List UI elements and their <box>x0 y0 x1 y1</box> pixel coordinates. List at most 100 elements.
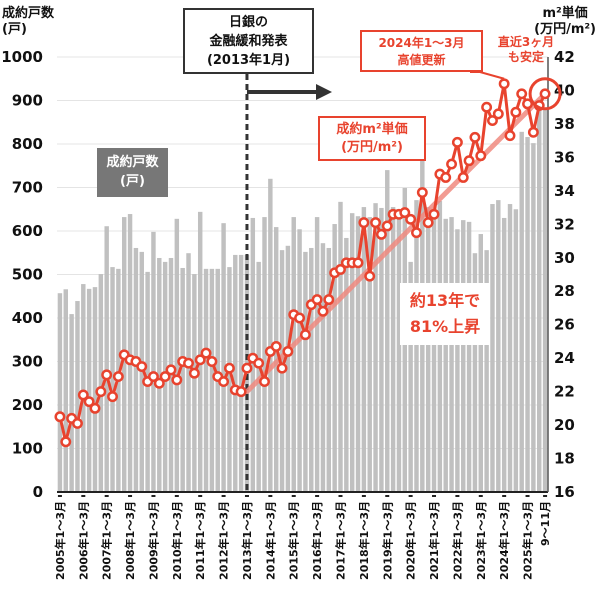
high-line1: 2024年1～3月 <box>378 36 465 50</box>
high-pointer <box>470 71 505 80</box>
bar <box>431 210 437 492</box>
price-point <box>183 357 194 369</box>
bar <box>466 221 472 493</box>
bar <box>309 247 314 492</box>
price-point <box>492 108 504 120</box>
price-point <box>469 131 481 143</box>
price-point <box>358 217 370 229</box>
bar <box>537 109 542 492</box>
bar <box>92 287 98 492</box>
bar <box>507 204 513 492</box>
x-tick-label: 2020年1～3月 <box>404 501 418 580</box>
bar <box>268 178 273 493</box>
price-point <box>218 376 230 388</box>
boj-line3: (2013年1月) <box>206 53 291 68</box>
recent-highlight-circle <box>528 77 562 111</box>
price-point <box>352 257 364 269</box>
price-point <box>89 402 101 414</box>
bar <box>472 253 478 492</box>
price-point <box>446 158 458 170</box>
recent-annotation: 直近3ヶ月 も安定 <box>486 35 566 65</box>
bar <box>98 274 104 492</box>
high-annotation: 2024年1～3月 高値更新 <box>360 30 483 72</box>
right-tick-label: 30 <box>554 249 575 267</box>
right-tick-label: 34 <box>554 182 575 200</box>
bar <box>390 207 396 492</box>
bar <box>81 284 86 492</box>
price-point <box>235 386 247 398</box>
price-point <box>159 371 171 383</box>
bar <box>57 293 63 492</box>
boj-line2: 金融緩和発表 <box>209 34 288 49</box>
right-axis-title-line1: m²単価 <box>542 6 588 21</box>
right-tick-label: 36 <box>554 148 575 166</box>
bar <box>367 217 372 492</box>
price-point <box>487 115 498 127</box>
trend-line <box>244 91 548 395</box>
x-tick-label: 9～11月 <box>539 501 552 546</box>
left-axis-title: 成約戸数 (戸) <box>2 6 54 38</box>
x-tick-label: 2024年1～3月 <box>497 501 511 580</box>
price-point <box>107 391 118 403</box>
high-line2: 高値更新 <box>397 53 446 67</box>
bar <box>291 217 296 492</box>
bar <box>314 217 320 492</box>
bar <box>203 268 209 492</box>
price-point <box>299 329 311 341</box>
price-point <box>451 136 463 148</box>
bar <box>262 217 267 492</box>
price-point <box>428 208 440 220</box>
bar <box>238 254 244 492</box>
recent-line1: 直近3ヶ月 <box>497 35 555 49</box>
price-point <box>375 228 387 240</box>
count-label-line1: 成約戸数 <box>106 155 159 170</box>
right-tick-label: 28 <box>554 282 575 300</box>
price-point <box>241 362 253 374</box>
bar <box>501 217 507 492</box>
price-point <box>165 364 177 376</box>
bar <box>227 267 232 492</box>
bar <box>455 229 460 492</box>
x-tick-label: 2019年1～3月 <box>380 501 394 580</box>
bar <box>233 254 238 492</box>
x-tick-label: 2010年1～3月 <box>170 501 184 580</box>
price-series-label: 成約m²単価 (万円/m²) <box>318 116 426 161</box>
bar <box>221 223 226 493</box>
price-point <box>259 376 270 388</box>
bar <box>361 207 367 492</box>
left-tick-label: 500 <box>12 266 43 284</box>
left-tick-label: 800 <box>12 135 43 153</box>
x-tick-label: 2016年1～3月 <box>310 501 324 580</box>
bar <box>285 245 291 492</box>
right-tick-label: 32 <box>554 215 575 233</box>
price-point <box>522 98 533 110</box>
bar <box>496 200 501 493</box>
bar <box>338 201 343 493</box>
bar <box>180 267 185 492</box>
left-tick-label: 0 <box>33 483 43 501</box>
price-point <box>475 150 487 162</box>
price-point <box>364 270 376 282</box>
price-point <box>416 187 428 198</box>
right-tick-label: 22 <box>554 383 575 401</box>
bar <box>373 203 378 492</box>
price-point <box>504 130 516 142</box>
price-point <box>405 213 417 225</box>
price-point <box>311 294 323 306</box>
rise-line2: 81%上昇 <box>409 317 481 336</box>
price-point <box>95 386 107 398</box>
bar <box>484 250 489 492</box>
price-point <box>516 88 528 100</box>
left-tick-label: 1000 <box>1 48 43 66</box>
bar <box>63 289 68 492</box>
price-point <box>188 367 200 379</box>
bar <box>525 137 530 493</box>
price-point <box>223 362 235 374</box>
price-point <box>147 371 159 383</box>
price-point <box>77 389 89 401</box>
price-point <box>399 207 411 219</box>
price-point <box>294 312 306 324</box>
x-tick-label: 2009年1～3月 <box>146 501 160 580</box>
bar <box>197 211 203 493</box>
